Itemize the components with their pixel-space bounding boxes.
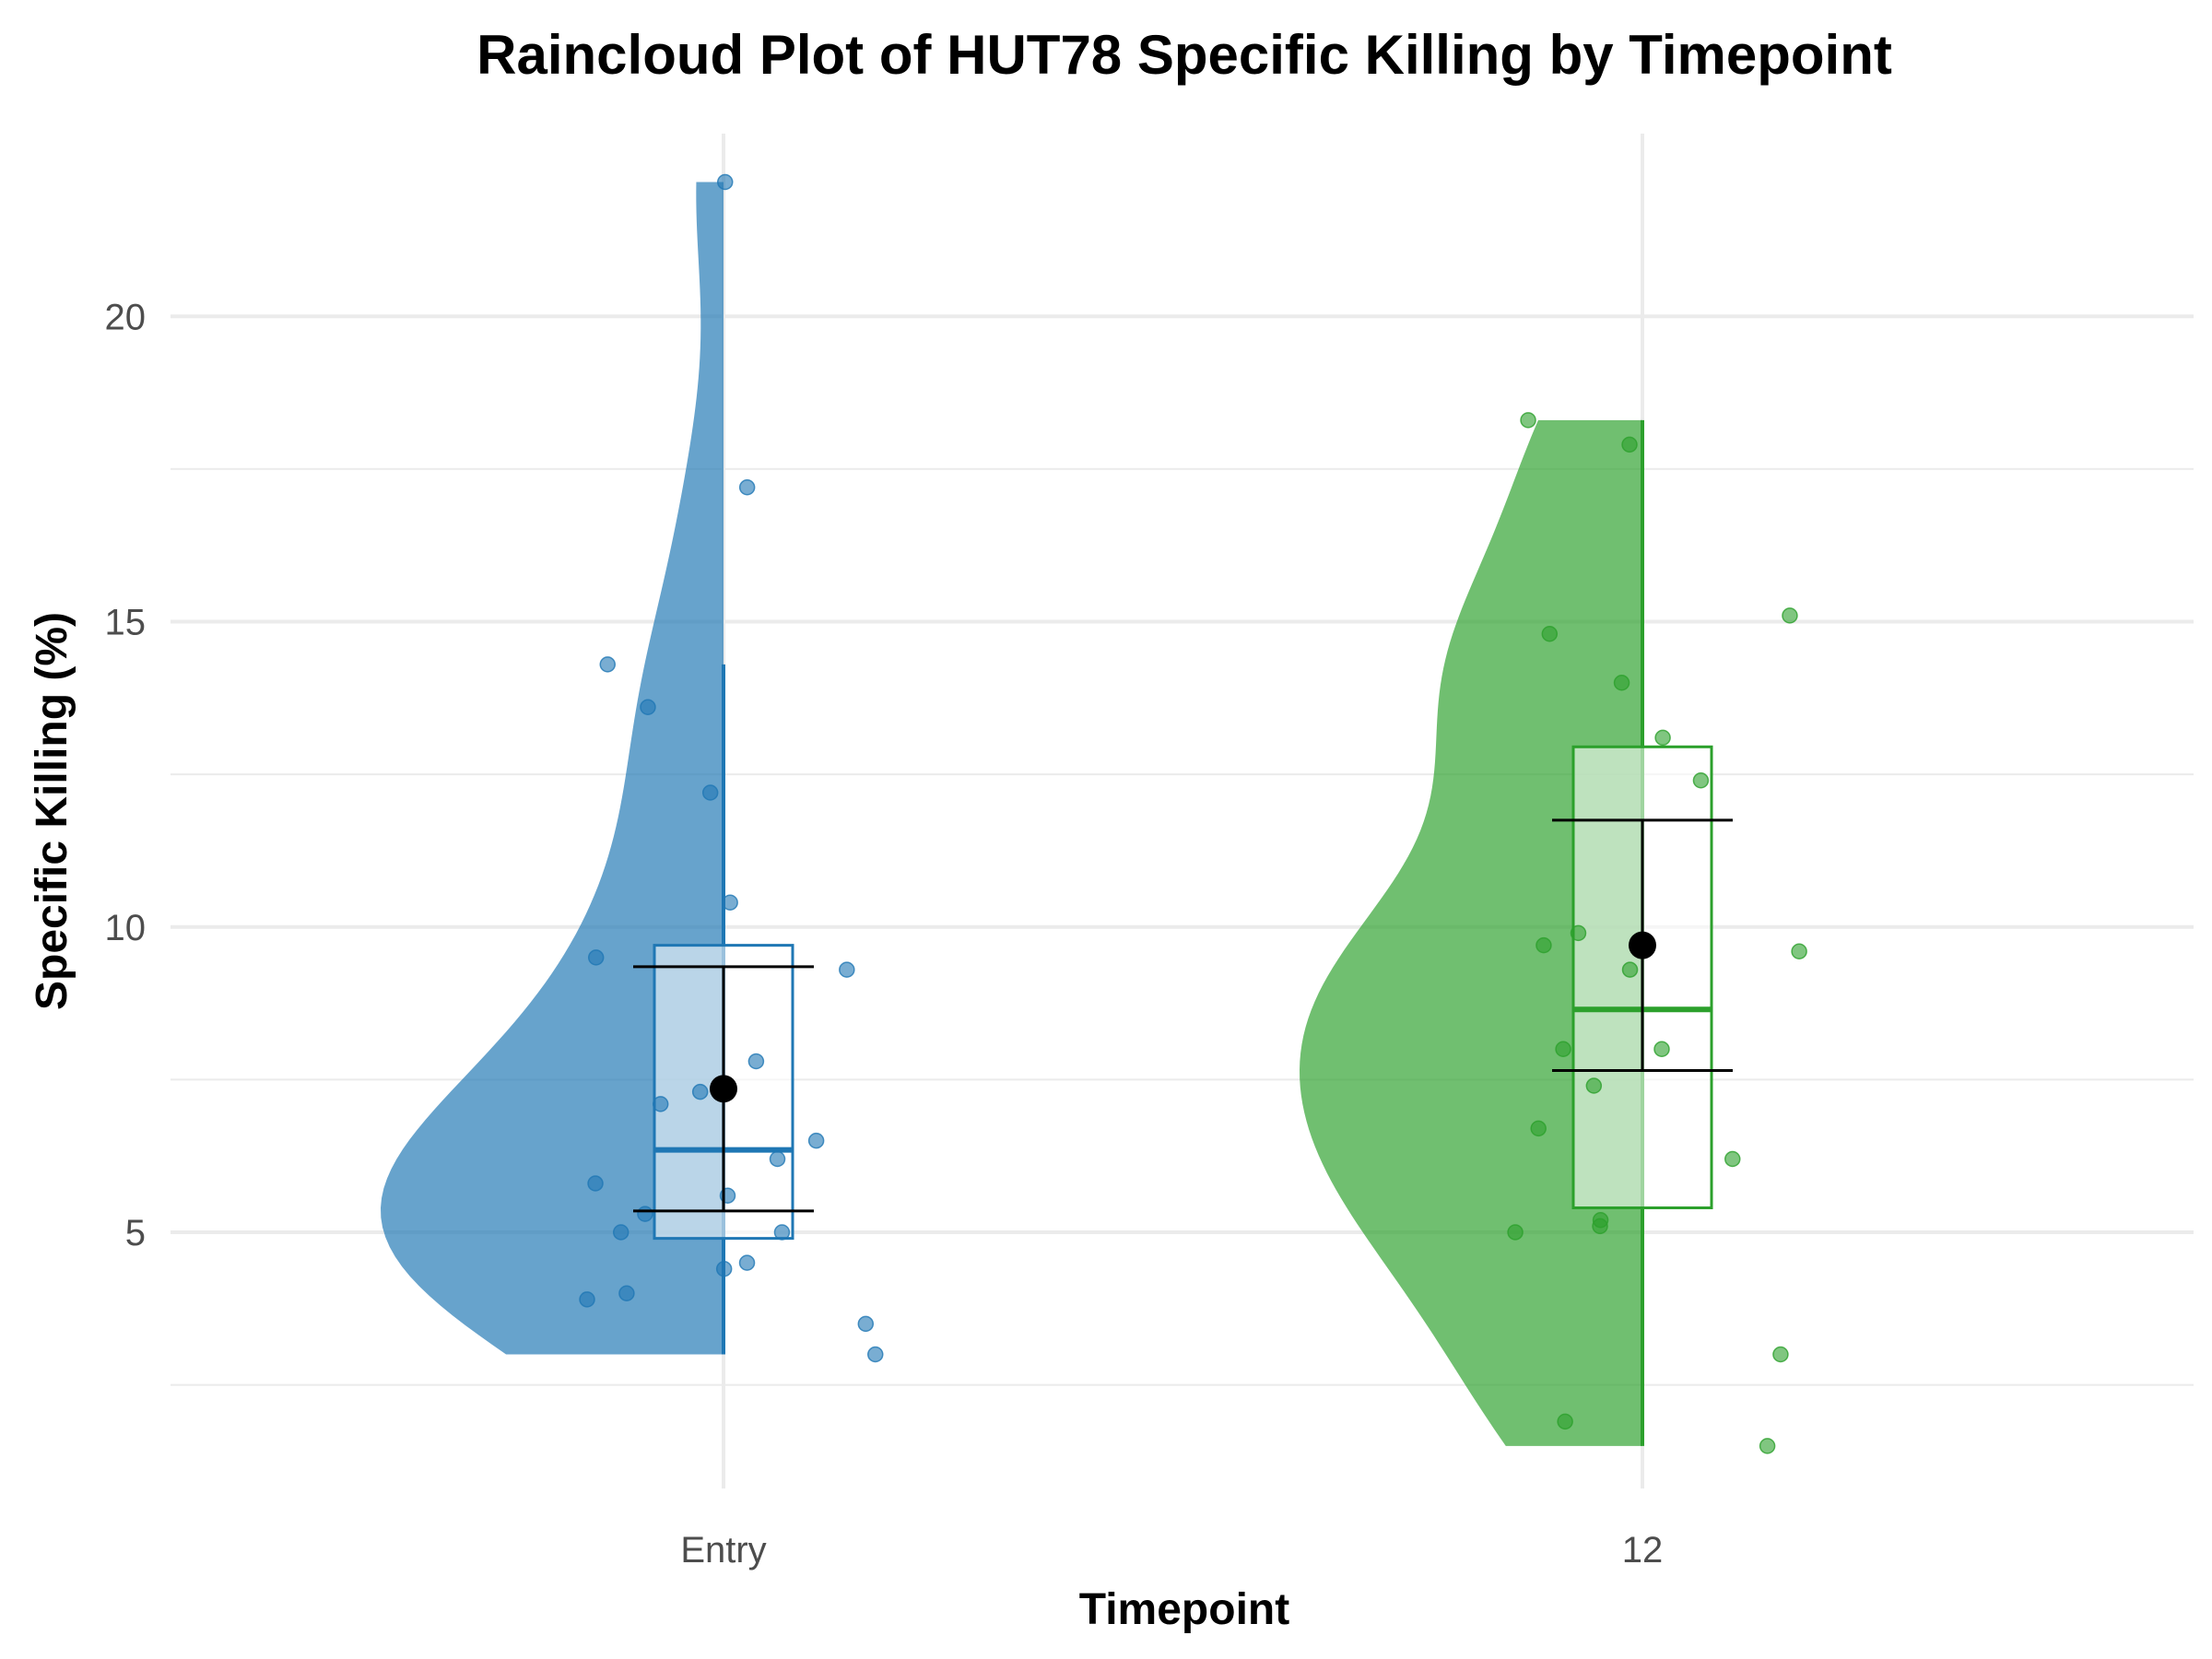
data-point (1592, 1218, 1608, 1235)
data-point (1791, 943, 1807, 959)
y-tick-label: 20 (105, 297, 147, 337)
x-axis-title: Timepoint (1079, 1585, 1289, 1634)
y-tick-labels: 5 10 15 20 (105, 297, 147, 1253)
data-point (1520, 412, 1536, 429)
data-point (722, 894, 738, 911)
data-point (1541, 626, 1559, 642)
y-axis-title: Specific Killing (%) (28, 612, 76, 1010)
data-point (691, 1083, 709, 1100)
data-point (1782, 607, 1798, 624)
rain-points (579, 173, 1807, 1454)
data-point (1724, 1150, 1741, 1168)
data-point (738, 1254, 756, 1271)
data-point (1653, 1041, 1670, 1057)
mean-point (1629, 931, 1656, 959)
data-point (587, 1175, 604, 1192)
data-point (640, 699, 656, 715)
data-point (857, 1315, 875, 1333)
data-point (1772, 1346, 1789, 1363)
data-point (1621, 961, 1639, 978)
density-clouds (381, 182, 1642, 1446)
data-point (599, 656, 617, 673)
data-point (1692, 772, 1710, 789)
mean-point (710, 1075, 737, 1103)
data-point (738, 479, 756, 496)
y-tick-label: 15 (105, 603, 147, 643)
data-point (1555, 1041, 1571, 1057)
data-point (618, 1285, 635, 1301)
data-point (701, 784, 719, 801)
data-point (1535, 936, 1552, 954)
x-tick-label: Entry (680, 1530, 766, 1571)
y-tick-label: 10 (105, 908, 147, 948)
data-point (773, 1224, 791, 1241)
data-point (1654, 729, 1671, 747)
data-point (1621, 436, 1638, 453)
data-point (652, 1096, 669, 1112)
data-point (1613, 675, 1630, 691)
data-point (1530, 1120, 1547, 1137)
data-point (807, 1132, 825, 1149)
data-point (1557, 1413, 1573, 1430)
data-point (839, 961, 855, 978)
data-point (1507, 1224, 1524, 1241)
data-point (716, 173, 734, 191)
mean-markers (633, 818, 1733, 1213)
x-tick-label: 12 (1622, 1530, 1664, 1571)
data-point (747, 1053, 765, 1070)
density-cloud (381, 182, 724, 1355)
data-point (715, 1261, 733, 1277)
data-point (769, 1150, 786, 1168)
x-tick-labels: Entry 12 (680, 1530, 1663, 1571)
data-point (1759, 1438, 1776, 1454)
data-point (867, 1346, 884, 1363)
data-point (1585, 1077, 1603, 1094)
data-point (587, 949, 605, 966)
data-point (612, 1224, 629, 1241)
density-cloud (1300, 419, 1642, 1446)
data-point (1570, 924, 1587, 942)
chart-title: Raincloud Plot of HUT78 Specific Killing… (477, 24, 1892, 86)
data-point (637, 1206, 653, 1222)
data-point (579, 1291, 595, 1308)
y-tick-label: 5 (125, 1213, 146, 1253)
